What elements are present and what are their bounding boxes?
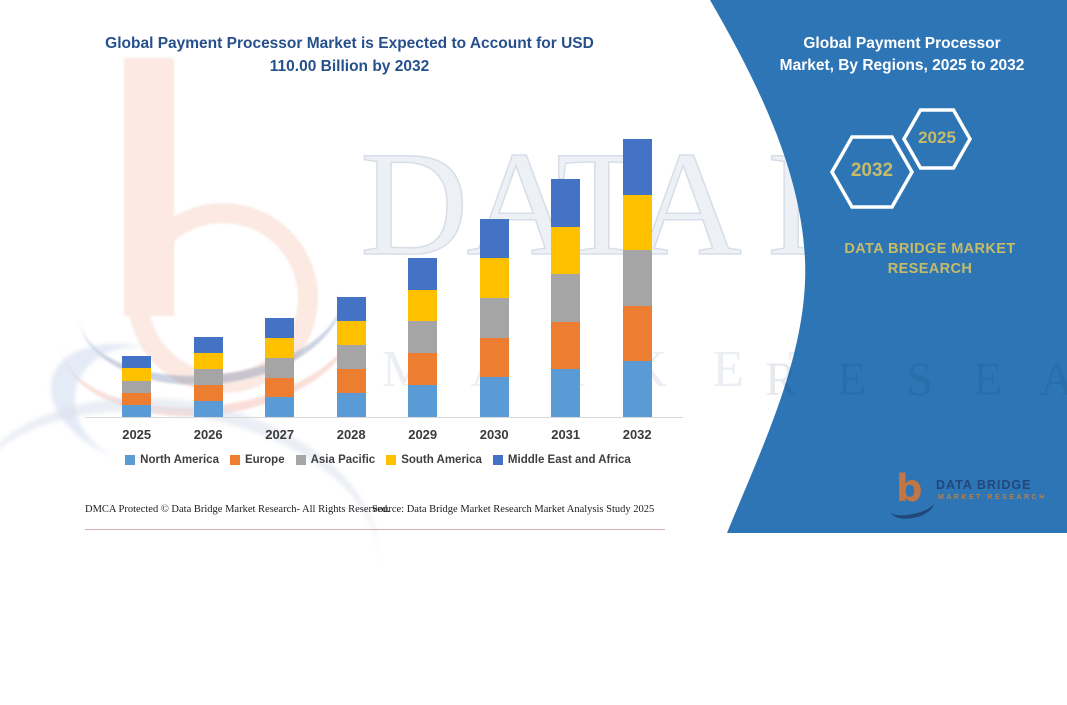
hexagon-label-2032: 2032	[850, 160, 894, 181]
panel-brand-line2: RESEARCH	[887, 260, 973, 277]
bar-segment-middle-east-and-africa	[122, 356, 152, 369]
legend-item-europe: Europe	[229, 454, 285, 466]
x-axis-label-2028: 2028	[336, 427, 366, 442]
bar-segment-asia-pacific	[551, 274, 581, 322]
stacked-bar-2032	[622, 139, 652, 417]
panel-title: Global Payment Processor Market, By Regi…	[757, 33, 1047, 78]
legend-item-asia-pacific: Asia Pacific	[295, 454, 376, 466]
stacked-bar-2029	[408, 257, 438, 417]
bar-segment-south-america	[408, 289, 438, 322]
bar-segment-north-america	[336, 392, 366, 417]
x-axis-line	[85, 417, 683, 418]
bar-segment-middle-east-and-africa	[551, 179, 581, 227]
panel-brand-text: DATA BRIDGE MARKET RESEARCH	[818, 240, 1042, 279]
x-axis-label-2026: 2026	[193, 427, 223, 442]
legend-label: South America	[401, 454, 482, 466]
bar-segment-south-america	[265, 338, 295, 358]
legend-swatch-icon	[229, 455, 240, 465]
bar-segment-south-america	[551, 226, 581, 275]
legend-swatch-icon	[295, 455, 306, 465]
legend-label: Europe	[244, 454, 285, 466]
bar-segment-europe	[122, 392, 152, 405]
bar-segment-middle-east-and-africa	[336, 296, 366, 321]
bar-segment-middle-east-and-africa	[408, 257, 438, 290]
bar-segment-europe	[408, 353, 438, 386]
bar-segment-asia-pacific	[622, 250, 652, 306]
hexagon-2025	[901, 108, 973, 170]
stacked-bar-2026	[193, 337, 223, 417]
hexagon-badges	[829, 108, 973, 209]
bar-segment-south-america	[479, 258, 509, 298]
chart-title-line1: Global Payment Processor Market is Expec…	[105, 35, 594, 52]
databridge-logo-name: DATA BRIDGE	[936, 478, 1032, 492]
stacked-bar-2030	[479, 218, 509, 417]
bar-segment-europe	[336, 368, 366, 393]
bar-segment-europe	[551, 321, 581, 370]
legend-item-north-america: North America	[125, 454, 219, 466]
bar-segment-middle-east-and-africa	[265, 318, 295, 339]
legend-label: North America	[140, 454, 219, 466]
x-axis-label-2032: 2032	[622, 427, 652, 442]
stacked-bar-2028	[336, 296, 366, 417]
blue-panel-shape	[710, 0, 1067, 533]
bar-segment-south-america	[193, 353, 223, 370]
bar-segment-asia-pacific	[408, 321, 438, 354]
legend-label: Middle East and Africa	[507, 454, 631, 466]
hexagon-2032	[829, 135, 915, 209]
databridge-logo: b DATA BRIDGE MARKET RESEARCH	[888, 467, 1047, 523]
stacked-bar-2025	[122, 356, 152, 417]
bar-segment-north-america	[551, 369, 581, 417]
bar-segment-europe	[622, 305, 652, 362]
bar-segment-asia-pacific	[193, 369, 223, 386]
bar-segment-asia-pacific	[336, 344, 366, 369]
bar-segment-europe	[479, 337, 509, 378]
footer-divider-line	[85, 529, 665, 530]
bar-segment-north-america	[479, 377, 509, 417]
bar-segment-south-america	[336, 320, 366, 345]
footer-dmca-text: DMCA Protected © Data Bridge Market Rese…	[85, 504, 390, 515]
chart-title-line2: 110.00 Billion by 2032	[269, 58, 430, 76]
bar-segment-north-america	[193, 401, 223, 417]
watermark-text-market: M A R K E T	[382, 341, 836, 398]
legend-swatch-icon	[386, 455, 397, 465]
hexagon-label-2025: 2025	[918, 128, 956, 147]
bar-segment-south-america	[122, 368, 152, 381]
footer-source-text: Source: Data Bridge Market Research Mark…	[372, 504, 655, 515]
bar-segment-south-america	[622, 194, 652, 251]
databridge-logo-b-icon: b	[896, 467, 923, 510]
bar-segment-north-america	[408, 385, 438, 417]
chart-legend: North America Europe Asia Pacific South Ame…	[78, 454, 678, 466]
bar-segment-middle-east-and-africa	[479, 218, 509, 259]
bar-segment-middle-east-and-africa	[193, 337, 223, 354]
databridge-logo-subtitle: MARKET RESEARCH	[938, 494, 1047, 501]
legend-item-south-america: South America	[386, 454, 482, 466]
chart-title: Global Payment Processor Market is Expec…	[72, 32, 627, 79]
legend-swatch-icon	[125, 455, 136, 465]
x-axis-label-2031: 2031	[551, 427, 581, 442]
bar-segment-europe	[265, 377, 295, 398]
bar-segment-north-america	[265, 397, 295, 417]
bar-segment-north-america	[622, 361, 652, 417]
panel-brand-line1: DATA BRIDGE MARKET	[844, 241, 1016, 257]
x-axis-label-2025: 2025	[122, 427, 152, 442]
x-axis-label-2027: 2027	[265, 427, 295, 442]
legend-swatch-icon	[492, 455, 503, 465]
stacked-bar-2027	[265, 318, 295, 417]
bar-segment-north-america	[122, 404, 152, 417]
bar-segment-europe	[193, 385, 223, 402]
legend-label: Asia Pacific	[310, 454, 376, 466]
legend-item-middle-east-and-africa: Middle East and Africa	[492, 454, 631, 466]
bar-segment-asia-pacific	[479, 297, 509, 338]
bar-segment-middle-east-and-africa	[622, 139, 652, 195]
bar-segment-asia-pacific	[122, 380, 152, 393]
stacked-bar-2031	[551, 179, 581, 417]
bar-segment-asia-pacific	[265, 357, 295, 378]
x-axis-label-2029: 2029	[408, 427, 438, 442]
x-axis-label-2030: 2030	[479, 427, 509, 442]
plot-area: 2025 2026 2027 2028 2029 2030 2031 2032	[122, 139, 652, 442]
panel-title-line1: Global Payment Processor	[803, 35, 1001, 52]
watermark-text-research: R E S E A R C H	[765, 353, 1067, 406]
panel-title-line2: Market, By Regions, 2025 to 2032	[779, 57, 1025, 75]
